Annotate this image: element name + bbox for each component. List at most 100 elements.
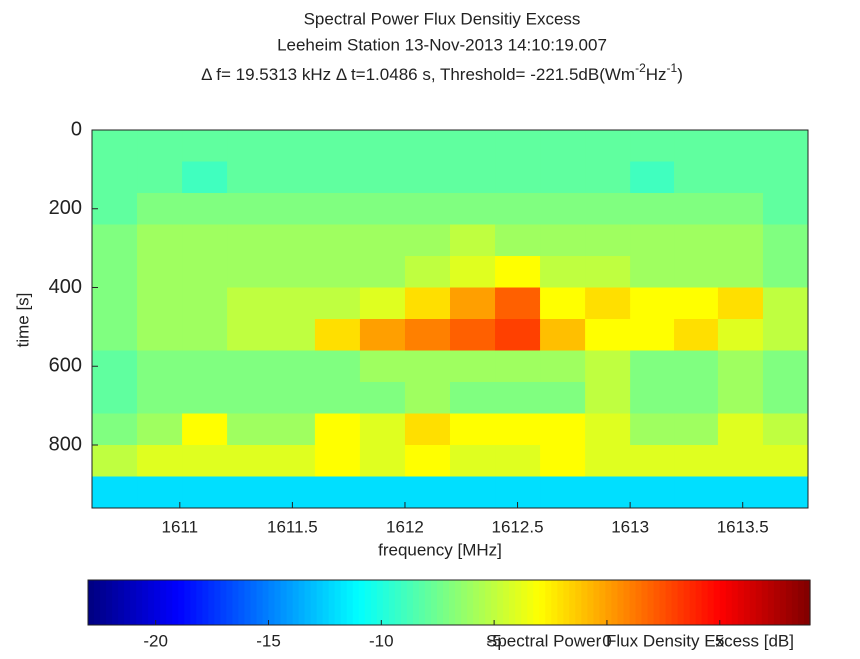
colorbar-swatch <box>527 580 534 625</box>
heatmap-cell <box>540 382 586 414</box>
colorbar-swatch <box>226 580 233 625</box>
heatmap-cell <box>92 319 138 351</box>
heatmap-cell <box>450 161 496 194</box>
heatmap-cell <box>674 130 719 162</box>
heatmap-cell <box>314 476 361 509</box>
colorbar-tick-label: -10 <box>369 631 394 650</box>
heatmap-cell <box>92 350 138 383</box>
colorbar-swatch <box>202 580 209 625</box>
heatmap-cell <box>717 319 764 351</box>
heatmap-cell <box>137 445 183 477</box>
heatmap-cell <box>227 130 272 162</box>
heatmap-cell <box>404 476 451 509</box>
heatmap-cell <box>674 382 719 414</box>
colorbar-swatch <box>521 580 528 625</box>
heatmap-cell <box>717 476 764 509</box>
colorbar-swatch <box>749 580 757 625</box>
x-tick-label: 1611 <box>162 517 199 536</box>
heatmap-cell <box>630 476 675 509</box>
heatmap-cell <box>450 350 496 383</box>
colorbar-swatch <box>677 580 685 625</box>
colorbar-swatch <box>599 580 607 625</box>
heatmap-cell <box>717 287 764 320</box>
heatmap-cell <box>495 350 541 383</box>
heatmap-cell <box>271 161 316 194</box>
heatmap-cell <box>359 476 406 509</box>
colorbar-swatch <box>316 580 324 625</box>
heatmap-cell <box>674 476 719 509</box>
heatmap-cell <box>495 413 541 446</box>
colorbar-swatch <box>689 580 697 625</box>
heatmap-cell <box>271 382 316 414</box>
colorbar-swatch <box>587 580 594 625</box>
heatmap-cell <box>762 224 809 257</box>
heatmap-cell <box>92 287 138 320</box>
heatmap-cell <box>182 256 228 288</box>
x-tick-label: 1613 <box>611 517 649 536</box>
heatmap-cell <box>182 193 228 225</box>
heatmap-cell <box>359 445 406 477</box>
heatmap-cell <box>182 287 228 320</box>
colorbar-swatch <box>418 580 426 625</box>
heatmap-cell <box>450 224 496 257</box>
colorbar-swatch <box>503 580 510 625</box>
colorbar-swatch <box>737 580 745 625</box>
heatmap-cell <box>717 130 764 162</box>
heatmap-cell <box>450 287 496 320</box>
colorbar-swatch <box>190 580 197 625</box>
heatmap-cell <box>404 445 451 477</box>
heatmap-cell <box>762 256 809 288</box>
heatmap-cell <box>137 382 183 414</box>
colorbar-swatch <box>767 580 775 625</box>
heatmap-cell <box>359 224 406 257</box>
heatmap-cell <box>540 130 586 162</box>
heatmap-cell <box>674 193 719 225</box>
heatmap-cell <box>227 287 272 320</box>
heatmap-cell <box>674 319 719 351</box>
colorbar-swatch <box>244 580 252 625</box>
heatmap-cell <box>92 476 138 509</box>
heatmap-cell <box>271 476 316 509</box>
colorbar-swatch <box>340 580 348 625</box>
colorbar-swatch <box>136 580 143 625</box>
colorbar-swatch <box>719 580 727 625</box>
heatmap-cell <box>92 445 138 477</box>
colorbar-swatch <box>785 580 793 625</box>
heatmap-cell <box>227 319 272 351</box>
heatmap-cell <box>271 256 316 288</box>
heatmap-cell <box>137 350 183 383</box>
colorbar-swatch <box>569 580 576 625</box>
heatmap-cell <box>630 130 675 162</box>
subtitle-part: ) <box>677 65 683 84</box>
y-tick-label: 400 <box>49 276 82 298</box>
heatmap-cell <box>585 287 631 320</box>
chart-subtitle: Leeheim Station 13-Nov-2013 14:10:19.007 <box>277 35 607 54</box>
colorbar-swatch <box>250 580 258 625</box>
heatmap-cell <box>359 413 406 446</box>
colorbar-tick-label: 5 <box>715 631 724 650</box>
colorbar-swatch <box>112 580 119 625</box>
heatmap-cell <box>404 413 451 446</box>
colorbar-swatch <box>473 580 480 625</box>
heatmap-cell <box>227 256 272 288</box>
heatmap-cell <box>495 161 541 194</box>
colorbar-swatch <box>436 580 444 625</box>
heatmap-cell <box>404 319 451 351</box>
heatmap-cell <box>182 224 228 257</box>
colorbar-swatch <box>400 580 408 625</box>
colorbar-swatch <box>557 580 564 625</box>
colorbar-swatch <box>124 580 131 625</box>
heatmap-cell <box>227 350 272 383</box>
colorbar-swatch <box>455 580 462 625</box>
colorbar-swatch <box>671 580 679 625</box>
colorbar-swatch <box>280 580 288 625</box>
heatmap-cell <box>450 319 496 351</box>
heatmap-cell <box>137 193 183 225</box>
heatmap-cell <box>404 256 451 288</box>
heatmap-cell <box>585 193 631 225</box>
colorbar-swatch <box>707 580 715 625</box>
x-tick-label: 1611.5 <box>267 517 318 536</box>
colorbar-swatch <box>358 580 366 625</box>
heatmap-cell <box>450 445 496 477</box>
